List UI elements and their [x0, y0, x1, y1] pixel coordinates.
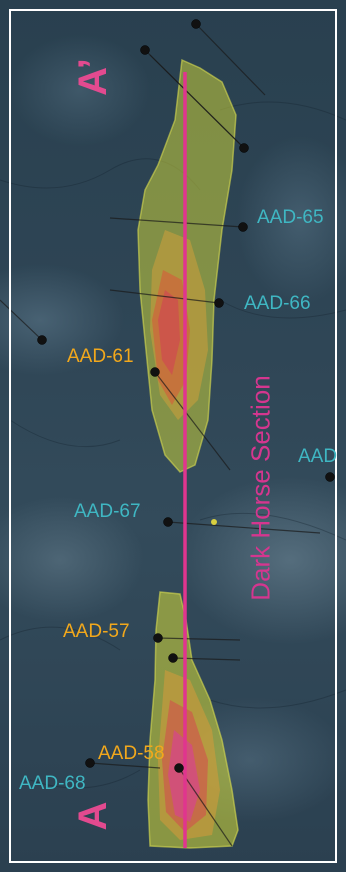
label-aad-67[interactable]: AAD-67 [74, 501, 141, 522]
collar-dot-aad-58[interactable] [174, 763, 184, 773]
collar-dot-aad-68[interactable] [85, 758, 95, 768]
drillhole-collars [37, 19, 335, 773]
collar-dot-aad-66[interactable] [214, 298, 224, 308]
label-aad-66[interactable]: AAD-66 [244, 293, 311, 314]
label-aad-57[interactable]: AAD-57 [63, 621, 130, 642]
collar-dot[interactable] [140, 45, 150, 55]
label-aad-58[interactable]: AAD-58 [98, 743, 165, 764]
map-frame [9, 9, 337, 863]
marker-dot [211, 519, 217, 525]
anomaly-zone-south [147, 591, 239, 849]
section-name-label: Dark Horse Section [245, 375, 276, 601]
collar-dot-aad[interactable] [325, 472, 335, 482]
collar-dot[interactable] [191, 19, 201, 29]
collar-dot[interactable] [239, 143, 249, 153]
collar-dot-aad-61[interactable] [150, 367, 160, 377]
collar-dot[interactable] [168, 653, 178, 663]
drillhole-traces [0, 23, 321, 847]
collar-dot-aad-65[interactable] [238, 222, 248, 232]
label-aad-partial[interactable]: AAD [298, 446, 338, 467]
collar-dot[interactable] [37, 335, 47, 345]
section-end-south-label: A [71, 801, 115, 831]
label-aad-65[interactable]: AAD-65 [257, 207, 324, 228]
label-aad-61[interactable]: AAD-61 [67, 346, 134, 367]
label-aad-68[interactable]: AAD-68 [19, 773, 86, 794]
anomaly-zone-north [137, 58, 237, 473]
collar-dot-aad-67[interactable] [163, 517, 173, 527]
collar-dot-aad-57[interactable] [153, 633, 163, 643]
section-end-north-label: A’ [71, 58, 115, 96]
